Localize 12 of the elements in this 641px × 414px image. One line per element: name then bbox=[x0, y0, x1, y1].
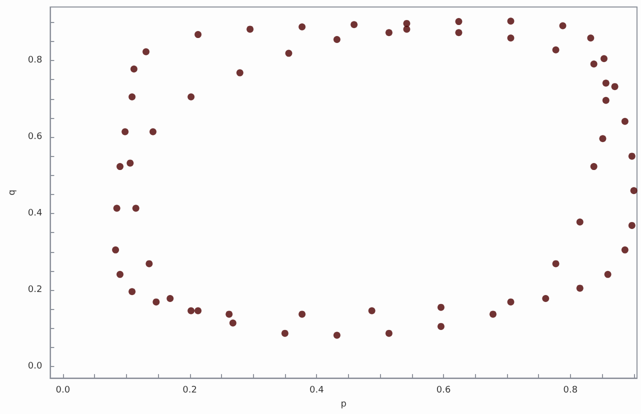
x-tick-label: 0.0 bbox=[56, 386, 70, 396]
y-tick-label: 0.4 bbox=[28, 208, 42, 219]
y-tick-label: 0.8 bbox=[28, 56, 42, 66]
x-tick-label: 0.2 bbox=[182, 386, 197, 396]
y-axis-title: q bbox=[8, 190, 18, 196]
x-tick-label: 0.8 bbox=[563, 386, 578, 396]
y-tick-label: 0.2 bbox=[28, 285, 42, 296]
y-tick-label: 0.6 bbox=[28, 132, 42, 142]
x-tick-label: 0.6 bbox=[436, 386, 451, 396]
x-axis-title: p bbox=[340, 400, 347, 410]
x-tick-label: 0.4 bbox=[309, 386, 324, 396]
y-tick-label: 0.0 bbox=[28, 362, 42, 372]
